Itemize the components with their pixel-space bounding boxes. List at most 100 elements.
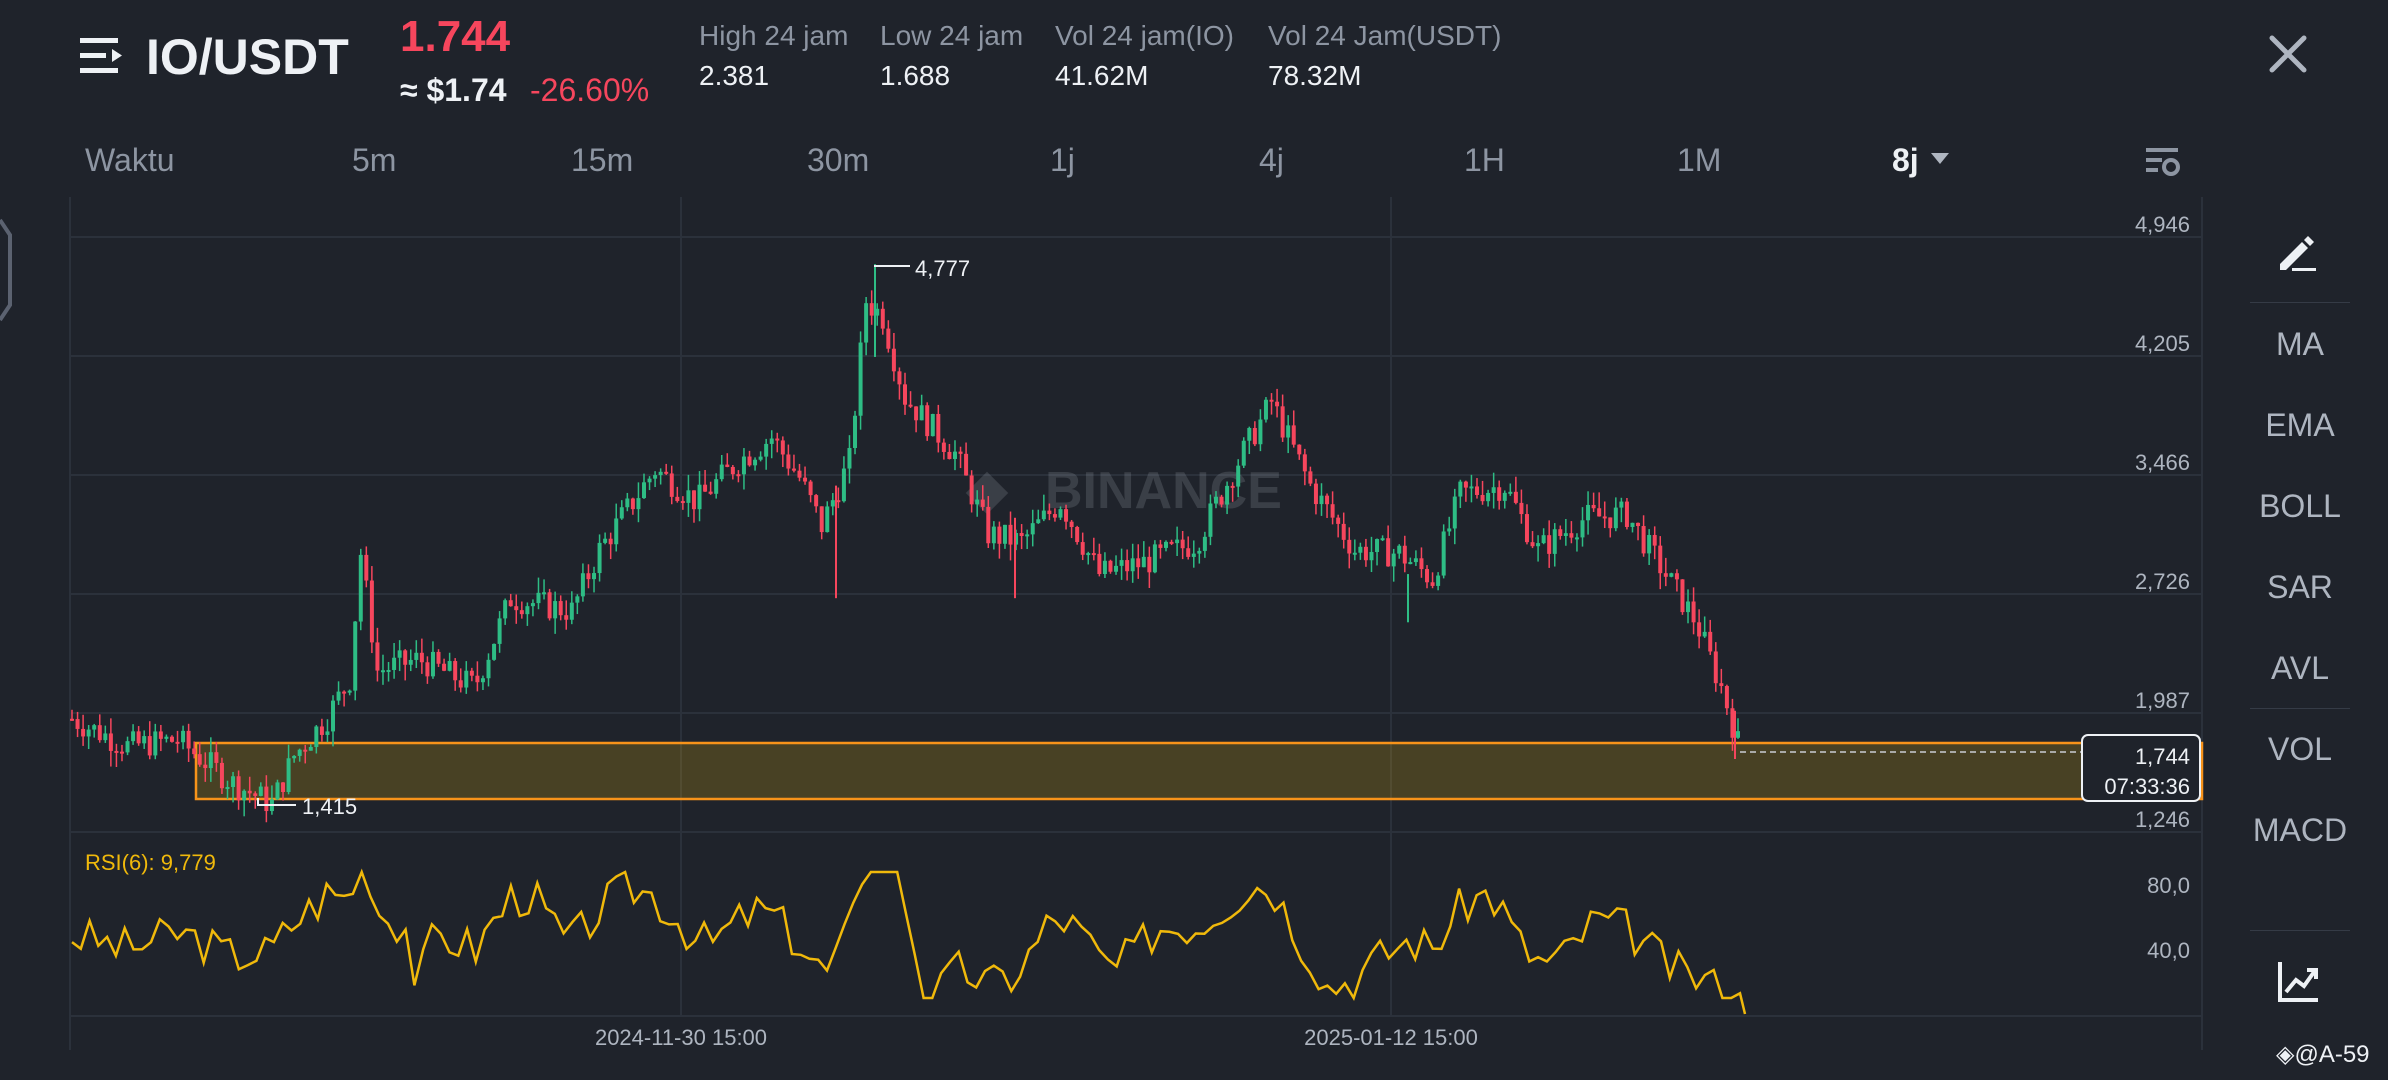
candle-body [1258,419,1263,445]
sidebar-divider [2250,930,2350,931]
candle-body [1469,486,1474,489]
candle-body [214,752,219,763]
candle-body [964,453,969,476]
candle-body [680,501,685,504]
caret-down-icon[interactable] [1930,152,1950,166]
candle-body [292,755,297,759]
support-zone[interactable] [194,741,2204,801]
candle-body [1080,542,1085,555]
chart-settings-icon[interactable] [2142,142,2182,182]
tab-1h[interactable]: 1H [1464,142,1505,178]
candle-body [1025,534,1030,537]
candle-body [231,776,236,788]
candle-body [941,442,946,452]
rsi-axis: 80,0 40,0 [2147,873,2190,963]
candle-body [764,443,769,457]
candle-body [336,691,341,701]
candle-body [1552,529,1557,554]
price-tick: 1,246 [2135,807,2190,832]
candle-body [1569,533,1574,538]
low-label: 1,415 [302,794,357,819]
candle-body [175,741,180,744]
tab-4j[interactable]: 4j [1259,142,1284,178]
candle-body [1574,537,1579,540]
close-icon[interactable] [2266,32,2310,76]
candle-body [1191,553,1196,557]
candle-body [697,484,702,510]
price-tick: 4,946 [2135,212,2190,237]
menu-icon[interactable] [80,36,126,76]
candle-body [691,490,696,510]
candle-body [375,642,380,671]
candle-body [308,746,313,751]
candle-body [1624,501,1629,527]
candle-body [1497,487,1502,501]
candle-body [819,506,824,533]
tab-30m[interactable]: 30m [807,142,870,178]
candle-body [936,414,941,443]
candle-body [1114,565,1119,572]
candle-body [392,657,397,670]
candle-body [1369,552,1374,561]
candle-body [236,776,241,801]
candle-body [1041,510,1046,520]
indicator-boll[interactable]: BOLL [2259,488,2341,524]
stat-vol-usdt-value: 78.32M [1268,60,1362,91]
candle-body [780,440,785,455]
candle-body [264,786,269,812]
candle-body [547,592,552,619]
indicator-ema[interactable]: EMA [2265,407,2335,443]
candle-body [1064,509,1069,522]
candle-body [714,479,719,494]
candle-body [586,573,591,580]
candle-body [675,496,680,502]
candle-body [1425,569,1430,583]
pair-title[interactable]: IO/USDT [146,29,349,85]
tab-15m[interactable]: 15m [571,142,634,178]
candle-body [186,730,191,749]
candle-body [736,474,741,477]
indicator-avl[interactable]: AVL [2270,650,2330,686]
tab-waktu[interactable]: Waktu [85,142,175,178]
candle-body [725,464,730,467]
indicator-vol[interactable]: VOL [2267,731,2333,767]
indicator-sar[interactable]: SAR [2267,569,2333,605]
candle-body [414,652,419,660]
candle-body [1463,481,1468,488]
candle-body [969,475,974,505]
chart-type-icon[interactable] [2274,958,2322,1006]
candle-body [1169,541,1174,544]
candle-body [319,726,324,735]
candle-body [253,793,258,796]
candle-body [603,538,608,543]
current-price-tag[interactable]: 1,744 07:33:36 [2081,734,2201,802]
hidden-panel-handle[interactable] [0,215,16,325]
draw-tool-icon[interactable] [2274,228,2322,276]
binance-logo-icon: ◈ [2276,1041,2295,1068]
candle-body [1008,524,1013,545]
candle-body [947,451,952,459]
candle-body [841,468,846,502]
candle-body [408,659,413,665]
candle-body [1269,399,1274,402]
candle-body [1275,401,1280,407]
candle-body [608,538,613,545]
candle-body [347,690,352,693]
tab-5m[interactable]: 5m [352,142,397,178]
indicator-macd[interactable]: MACD [2252,812,2348,848]
tab-1m[interactable]: 1M [1677,142,1722,178]
candle-body [1136,558,1141,568]
candle-body [1480,494,1485,502]
candle-body [658,471,663,476]
candle-body [597,542,602,574]
indicator-ma[interactable]: MA [2276,326,2324,362]
chart-grid [69,197,2203,1050]
candle-body [386,669,391,672]
candle-body [325,731,330,735]
candle-body [1352,552,1357,555]
candle-body [1702,631,1707,637]
tab-1j[interactable]: 1j [1050,142,1075,178]
tab-8j[interactable]: 8j [1892,142,1919,178]
candle-body [869,303,874,316]
